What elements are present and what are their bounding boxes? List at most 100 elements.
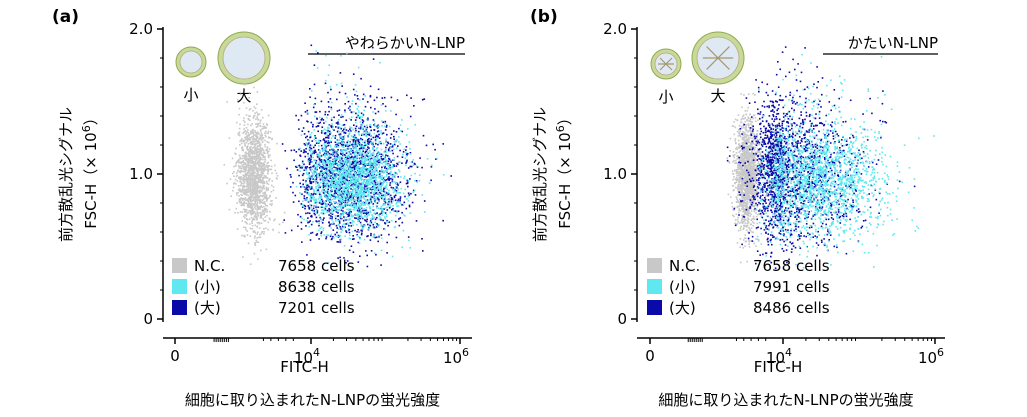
- scatter-point: [267, 168, 269, 170]
- scatter-point: [393, 196, 396, 199]
- scatter-point: [377, 110, 380, 113]
- scatter-point: [245, 133, 247, 135]
- scatter-point: [328, 157, 331, 159]
- scatter-point: [298, 128, 300, 130]
- scatter-point: [247, 199, 250, 202]
- scatter-point: [330, 191, 333, 194]
- scatter-point: [235, 207, 238, 210]
- scatter-point: [259, 211, 261, 214]
- scatter-point: [382, 103, 384, 105]
- scatter-point: [251, 135, 253, 138]
- scatter-point: [356, 161, 359, 164]
- scatter-point: [346, 222, 349, 224]
- scatter-point: [323, 194, 326, 196]
- scatter-point: [341, 227, 343, 229]
- scatter-point: [246, 172, 248, 175]
- scatter-point: [244, 199, 247, 201]
- scatter-point: [265, 189, 268, 192]
- scatter-point: [247, 171, 250, 173]
- scatter-point: [368, 131, 371, 134]
- scatter-point: [367, 189, 370, 192]
- scatter-point: [243, 154, 246, 157]
- scatter-point: [258, 195, 261, 198]
- scatter-point: [271, 200, 273, 202]
- scatter-point: [246, 147, 248, 149]
- scatter-point: [304, 144, 307, 146]
- scatter-point: [361, 168, 363, 170]
- scatter-point: [255, 133, 257, 135]
- scatter-point: [318, 158, 321, 161]
- scatter-point: [315, 171, 317, 174]
- scatter-point: [375, 156, 377, 159]
- scatter-point: [329, 86, 332, 88]
- scatter-point: [251, 181, 254, 183]
- scatter-point: [321, 179, 323, 181]
- scatter-point: [337, 215, 339, 217]
- scatter-point: [246, 218, 249, 221]
- scatter-point: [251, 169, 253, 172]
- scatter-point: [331, 219, 333, 221]
- scatter-point: [373, 176, 375, 178]
- scatter-point: [260, 148, 262, 150]
- scatter-point: [246, 234, 249, 236]
- scatter-point: [248, 182, 251, 184]
- scatter-point: [316, 166, 319, 168]
- scatter-point: [375, 236, 378, 239]
- scatter-point: [395, 182, 398, 185]
- scatter-point: [259, 215, 262, 217]
- scatter-point: [245, 209, 248, 212]
- scatter-point: [351, 136, 354, 138]
- scatter-point: [318, 187, 320, 189]
- scatter-point: [316, 185, 319, 187]
- scatter-point: [276, 142, 278, 145]
- scatter-point: [256, 158, 258, 160]
- scatter-point: [252, 138, 254, 140]
- scatter-point: [322, 179, 324, 181]
- scatter-point: [350, 245, 353, 247]
- scatter-point: [360, 184, 363, 187]
- scatter-point: [305, 225, 307, 227]
- scatter-point: [357, 199, 360, 201]
- scatter-point: [258, 174, 261, 176]
- scatter-point: [342, 115, 344, 118]
- scatter-point: [361, 230, 363, 232]
- scatter-point: [337, 209, 340, 211]
- scatter-point: [313, 196, 316, 199]
- scatter-point: [242, 182, 245, 185]
- scatter-point: [352, 162, 355, 165]
- scatter-point: [348, 182, 351, 184]
- scatter-point: [349, 177, 352, 180]
- scatter-point: [243, 202, 246, 204]
- scatter-point: [373, 226, 376, 229]
- scatter-point: [384, 167, 386, 169]
- scatter-point: [265, 194, 268, 196]
- scatter-point: [260, 109, 263, 111]
- scatter-point: [338, 202, 340, 205]
- scatter-point: [335, 182, 337, 184]
- scatter-point: [255, 190, 258, 192]
- scatter-point: [259, 194, 262, 197]
- scatter-point: [229, 178, 232, 180]
- scatter-point: [250, 210, 253, 212]
- scatter-point: [322, 200, 324, 203]
- scatter-point: [407, 128, 409, 130]
- scatter-point: [242, 148, 244, 150]
- scatter-point: [352, 251, 355, 253]
- scatter-point: [334, 233, 336, 236]
- scatter-point: [245, 141, 248, 144]
- scatter-point: [341, 194, 343, 197]
- scatter-point: [237, 160, 239, 162]
- scatter-point: [344, 192, 347, 194]
- scatter-point: [326, 211, 328, 213]
- scatter-point: [321, 175, 324, 177]
- scatter-point: [372, 183, 374, 186]
- scatter-point: [254, 112, 256, 114]
- scatter-point: [383, 176, 386, 178]
- scatter-point: [372, 141, 374, 144]
- scatter-point: [380, 131, 382, 134]
- scatter-point: [374, 198, 377, 200]
- scatter-point: [426, 158, 429, 160]
- scatter-point: [263, 181, 265, 183]
- scatter-point: [352, 147, 354, 149]
- series-nc: [223, 83, 286, 265]
